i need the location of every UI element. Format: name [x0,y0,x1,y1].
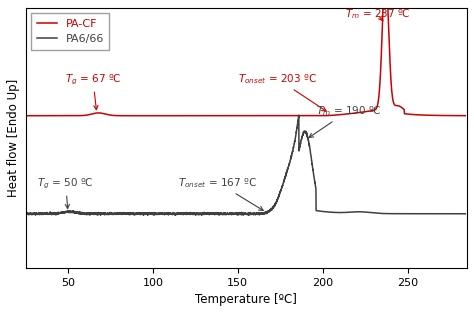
Text: $T_{onset}$ = 167 ºC: $T_{onset}$ = 167 ºC [178,176,263,210]
X-axis label: Temperature [ºC]: Temperature [ºC] [195,293,297,306]
Line: PA-CF: PA-CF [27,0,465,116]
Line: PA6/66: PA6/66 [27,115,465,215]
PA6/66 [212,213,218,217]
PA6/66 [24,212,30,215]
Text: $T_{onset}$ = 203 ºC: $T_{onset}$ = 203 ºC [238,72,326,111]
Y-axis label: Heat flow [Endo Up]: Heat flow [Endo Up] [7,79,20,197]
PA6/66 [246,213,252,217]
Legend: PA-CF, PA6/66: PA-CF, PA6/66 [31,13,109,50]
PA-CF [209,114,214,118]
Text: $T_m$ = 190 ºC: $T_m$ = 190 ºC [309,104,382,137]
PA6/66 [463,212,468,216]
PA-CF [428,113,433,117]
PA6/66 [428,212,433,216]
PA6/66 [296,113,301,117]
Text: $T_g$ = 67 ºC: $T_g$ = 67 ºC [64,72,121,110]
PA-CF [212,114,218,118]
PA-CF [24,114,30,118]
PA-CF [449,114,455,117]
PA-CF [343,112,348,116]
PA-CF [233,114,238,118]
Text: $T_g$ = 50 ºC: $T_g$ = 50 ºC [37,176,94,208]
Text: $T_m$ = 237 ºC: $T_m$ = 237 ºC [345,8,410,22]
PA6/66 [343,211,348,214]
PA6/66 [209,212,214,215]
PA-CF [463,114,468,118]
PA6/66 [449,212,455,216]
PA6/66 [233,212,238,215]
